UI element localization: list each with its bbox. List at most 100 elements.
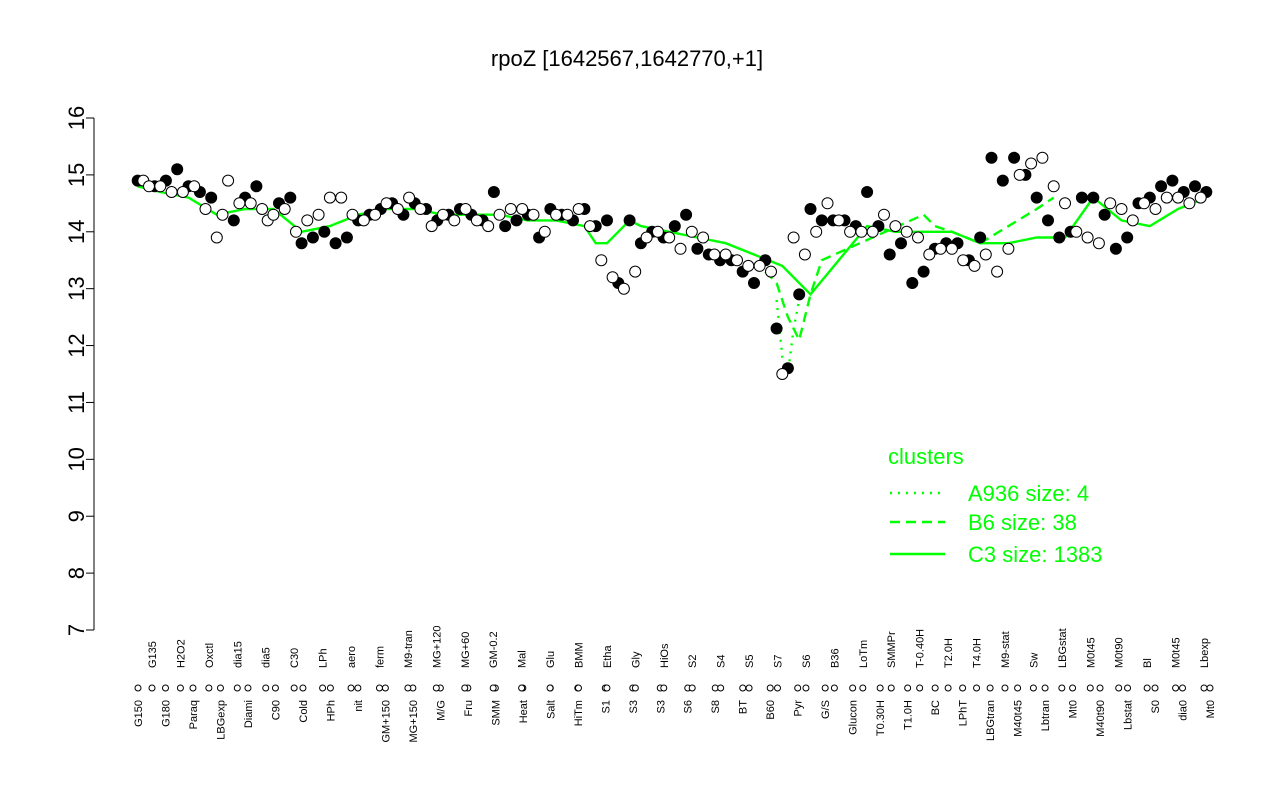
x-tick-marker bbox=[774, 684, 782, 692]
x-tick-label: M0t45 bbox=[1171, 637, 1183, 668]
data-point bbox=[335, 191, 348, 204]
data-point bbox=[945, 242, 958, 255]
x-tick-marker bbox=[717, 684, 725, 692]
x-tick-marker bbox=[461, 684, 469, 692]
x-tick-label: Mt0 bbox=[1068, 700, 1080, 718]
x-tick-marker bbox=[489, 684, 497, 692]
x-tick-label: Cold bbox=[298, 700, 310, 723]
x-tick-marker bbox=[326, 684, 334, 692]
data-point bbox=[697, 231, 710, 244]
data-point bbox=[821, 197, 834, 210]
x-tick-label: G/S bbox=[820, 700, 832, 719]
data-point bbox=[584, 220, 596, 233]
data-point bbox=[346, 208, 359, 221]
data-point bbox=[516, 203, 529, 215]
data-point bbox=[991, 265, 1004, 278]
x-tick-marker bbox=[887, 684, 895, 692]
y-tick-label: 11 bbox=[64, 391, 89, 414]
x-tick-label: GM+150 bbox=[380, 700, 392, 743]
data-point bbox=[685, 225, 698, 238]
data-point bbox=[154, 180, 167, 193]
x-tick-label: nit bbox=[353, 700, 365, 712]
data-point bbox=[878, 208, 890, 221]
data-point bbox=[369, 208, 382, 221]
x-tick-label: HiOs bbox=[659, 643, 671, 668]
data-point bbox=[810, 225, 823, 238]
x-tick-marker bbox=[931, 684, 939, 692]
x-tick-label: MG+120 bbox=[431, 626, 443, 669]
data-point bbox=[414, 203, 427, 215]
x-tick-marker bbox=[290, 684, 298, 692]
data-point bbox=[210, 231, 223, 244]
x-tick-label: Salt bbox=[545, 700, 557, 719]
x-tick-label: Lbstat bbox=[1123, 700, 1135, 730]
data-point bbox=[855, 225, 868, 238]
data-point bbox=[957, 254, 970, 267]
x-tick-marker bbox=[876, 684, 884, 692]
x-tick-label: Mt0 bbox=[1205, 700, 1217, 718]
x-tick-marker bbox=[1172, 684, 1180, 692]
x-tick-label: S6 bbox=[683, 700, 695, 713]
y-tick-label: 14 bbox=[64, 220, 89, 244]
y-tick-label: 13 bbox=[64, 276, 89, 300]
data-point bbox=[912, 231, 924, 244]
x-tick-label: G135 bbox=[147, 641, 159, 668]
y-tick-label: 12 bbox=[64, 333, 89, 357]
data-point bbox=[340, 231, 353, 244]
data-point bbox=[227, 214, 240, 227]
data-point bbox=[357, 214, 370, 227]
legend-label-a936: A936 size: 4 bbox=[968, 481, 1089, 506]
x-tick-label: G150 bbox=[133, 700, 145, 727]
x-tick-label: S6 bbox=[801, 655, 813, 668]
x-tick-marker bbox=[1086, 684, 1094, 692]
x-tick-marker bbox=[794, 684, 802, 692]
data-point bbox=[448, 214, 461, 227]
x-tick-label: B60 bbox=[765, 700, 777, 720]
data-point bbox=[1092, 237, 1105, 250]
x-tick-label: Oxctl bbox=[204, 643, 216, 668]
data-point bbox=[499, 220, 512, 233]
data-point bbox=[1047, 180, 1060, 193]
series-line-line-b6 bbox=[764, 196, 1055, 344]
data-point bbox=[770, 322, 783, 335]
data-point bbox=[968, 259, 981, 272]
data-point bbox=[651, 225, 664, 238]
data-point bbox=[1087, 191, 1100, 204]
data-point bbox=[1109, 242, 1122, 255]
x-tick-marker bbox=[1151, 684, 1159, 692]
x-tick-marker bbox=[745, 684, 753, 692]
x-tick-marker bbox=[916, 684, 924, 692]
x-tick-label: GM-0.2 bbox=[488, 631, 500, 668]
x-tick-label: T4.0H bbox=[972, 638, 984, 668]
x-tick-marker bbox=[766, 684, 774, 692]
x-tick-label: Heat bbox=[518, 700, 530, 723]
legend-title: clusters bbox=[888, 444, 964, 469]
data-point bbox=[301, 214, 314, 227]
x-tick-marker bbox=[271, 684, 279, 692]
data-point bbox=[1155, 180, 1168, 193]
x-tick-label: Gly bbox=[630, 651, 642, 668]
x-tick-label: S5 bbox=[744, 655, 756, 668]
x-tick-label: Etha bbox=[602, 644, 614, 668]
x-tick-label: aero bbox=[346, 646, 358, 668]
x-tick-label: Pyr bbox=[793, 700, 805, 717]
x-axis: G150 G180 Paraq LBGexp Diami C90 Cold HPh nit GM+… bbox=[133, 626, 1217, 743]
x-tick-marker bbox=[1014, 684, 1022, 692]
data-point bbox=[199, 203, 212, 215]
x-tick-label: MG+60 bbox=[460, 632, 472, 668]
x-tick-marker bbox=[1200, 684, 1208, 692]
x-tick-label: ferm bbox=[374, 646, 386, 668]
data-point bbox=[188, 180, 201, 193]
x-tick-label: C30 bbox=[289, 648, 301, 668]
x-tick-marker bbox=[688, 684, 696, 692]
x-tick-marker bbox=[802, 684, 810, 692]
data-point bbox=[1098, 208, 1111, 221]
data-point bbox=[1059, 197, 1071, 210]
data-point bbox=[504, 203, 517, 215]
x-tick-label: T1.0H bbox=[903, 700, 915, 730]
data-point bbox=[295, 237, 308, 250]
data-point bbox=[459, 203, 472, 215]
data-point bbox=[629, 265, 642, 278]
data-point bbox=[753, 259, 766, 272]
data-point bbox=[719, 248, 732, 261]
